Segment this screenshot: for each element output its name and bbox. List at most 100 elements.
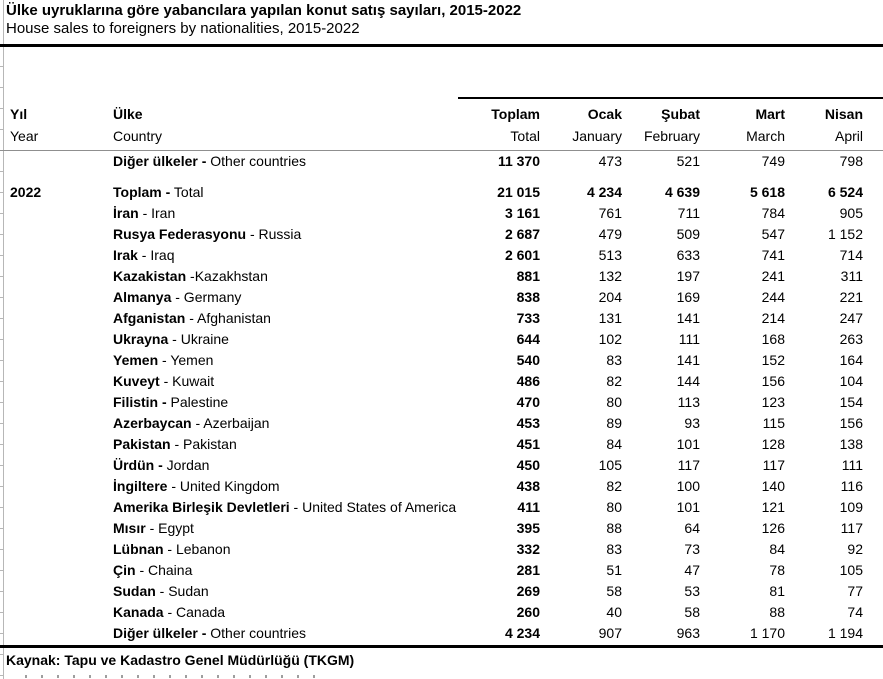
country-cell: Azerbaycan - Azerbaijan [103, 413, 460, 434]
february-cell: 141 [676, 352, 700, 368]
february-cell: 117 [677, 457, 700, 473]
april-cell: 714 [839, 247, 863, 263]
country-name-tr: Çin [113, 562, 136, 578]
country-cell: Kuveyt - Kuwait [103, 371, 460, 392]
february-cell: 509 [676, 226, 700, 242]
february-cell: 633 [676, 247, 700, 263]
table-row: İran - Iran 3 161 761 711 784 905 [0, 203, 883, 224]
total-cell: 411 [517, 499, 540, 515]
april-cell: 263 [839, 331, 863, 347]
year-cell [0, 518, 103, 539]
table-row: Diğer ülkeler - Other countries 4 234 90… [0, 623, 883, 644]
april-cell: 77 [847, 583, 863, 599]
table-row: Rusya Federasyonu - Russia 2 687 479 509… [0, 224, 883, 245]
january-cell: 83 [606, 541, 622, 557]
total-cell: 438 [516, 478, 540, 494]
header-country: Ülke Country [103, 103, 460, 147]
country-cell: Sudan - Sudan [103, 581, 460, 602]
march-cell: 214 [761, 310, 785, 326]
january-cell: 83 [606, 352, 622, 368]
march-cell: 152 [761, 352, 785, 368]
spreadsheet-row-ticks [0, 46, 4, 679]
april-cell: 798 [839, 153, 863, 169]
table-row: Kazakistan -Kazakhstan 881 132 197 241 3… [0, 266, 883, 287]
country-name-en: - Sudan [155, 583, 209, 599]
country-name-en: - Ukraine [168, 331, 229, 347]
header-march: Mart March [700, 103, 785, 147]
header-january: Ocak January [540, 103, 622, 147]
header-february: Şubat February [622, 103, 700, 147]
table-row: Afganistan - Afghanistan 733 131 141 214… [0, 308, 883, 329]
country-cell: Ukrayna - Ukraine [103, 329, 460, 350]
total-cell: 486 [516, 373, 540, 389]
february-cell: 73 [684, 541, 700, 557]
year-cell [0, 266, 103, 287]
february-cell: 111 [678, 331, 700, 347]
april-cell: 247 [839, 310, 863, 326]
table-row: Ukrayna - Ukraine 644 102 111 168 263 [0, 329, 883, 350]
february-cell: 963 [676, 625, 700, 641]
country-name-en: - Kuwait [159, 373, 215, 389]
january-cell: 51 [606, 562, 622, 578]
january-cell: 102 [598, 331, 622, 347]
march-cell: 115 [762, 415, 785, 431]
total-cell: 733 [516, 310, 540, 326]
header-february-en: February [643, 128, 700, 144]
february-cell: 711 [677, 205, 700, 221]
table-row: Filistin - Palestine 470 80 113 123 154 [0, 392, 883, 413]
table-row: Irak - Iraq 2 601 513 633 741 714 [0, 245, 883, 266]
march-cell: 784 [761, 205, 785, 221]
country-name-en: - Russia [246, 226, 302, 242]
country-cell: Lübnan - Lebanon [103, 539, 460, 560]
country-cell: Ürdün - Jordan [103, 455, 460, 476]
country-cell: Yemen - Yemen [103, 350, 460, 371]
table-row: Lübnan - Lebanon 332 83 73 84 92 [0, 539, 883, 560]
table-bottom-rule [0, 645, 883, 648]
year-cell [0, 560, 103, 581]
january-cell: 82 [606, 478, 622, 494]
total-cell: 838 [516, 289, 540, 305]
january-cell: 761 [598, 205, 622, 221]
january-cell: 132 [598, 268, 622, 284]
year-cell [0, 434, 103, 455]
january-cell: 473 [598, 153, 622, 169]
february-cell: 521 [676, 153, 700, 169]
year-cell [0, 539, 103, 560]
table-row: Mısır - Egypt 395 88 64 126 117 [0, 518, 883, 539]
country-name-tr: Kazakistan [113, 268, 187, 284]
april-cell: 74 [847, 604, 863, 620]
country-cell: Mısır - Egypt [103, 518, 460, 539]
january-cell: 131 [598, 310, 622, 326]
country-name-tr: Azerbaycan [113, 415, 192, 431]
january-cell: 58 [606, 583, 622, 599]
march-cell: 123 [761, 394, 785, 410]
april-cell: 905 [839, 205, 863, 221]
country-name-tr: Ukrayna [113, 331, 169, 347]
march-cell: 128 [761, 436, 785, 452]
total-cell: 2 601 [504, 247, 540, 263]
march-cell: 121 [761, 499, 785, 515]
january-cell: 204 [598, 289, 622, 305]
year-cell [0, 413, 103, 434]
country-name-tr: Pakistan [113, 436, 171, 452]
months-header-rule [458, 97, 883, 99]
table-row: Almanya - Germany 838 204 169 244 221 [0, 287, 883, 308]
country-name-tr: Ürdün - [113, 457, 163, 473]
total-cell: 11 370 [497, 153, 540, 169]
march-cell: 81 [769, 583, 785, 599]
april-cell: 138 [839, 436, 863, 452]
country-name-tr: Kuveyt [113, 373, 160, 389]
table-row: Sudan - Sudan 269 58 53 81 77 [0, 581, 883, 602]
country-cell: Filistin - Palestine [103, 392, 460, 413]
country-name-tr: Amerika Birleşik Devletleri [113, 499, 290, 515]
country-name-tr: Sudan [113, 583, 156, 599]
april-cell: 116 [840, 478, 863, 494]
march-cell: 156 [761, 373, 785, 389]
country-name-tr: Almanya [113, 289, 172, 305]
february-cell: 141 [676, 310, 700, 326]
february-cell: 101 [676, 499, 700, 515]
year-cell [0, 371, 103, 392]
country-cell: Toplam - Total [103, 182, 460, 203]
header-total-en: Total [510, 128, 540, 144]
january-cell: 84 [606, 436, 622, 452]
